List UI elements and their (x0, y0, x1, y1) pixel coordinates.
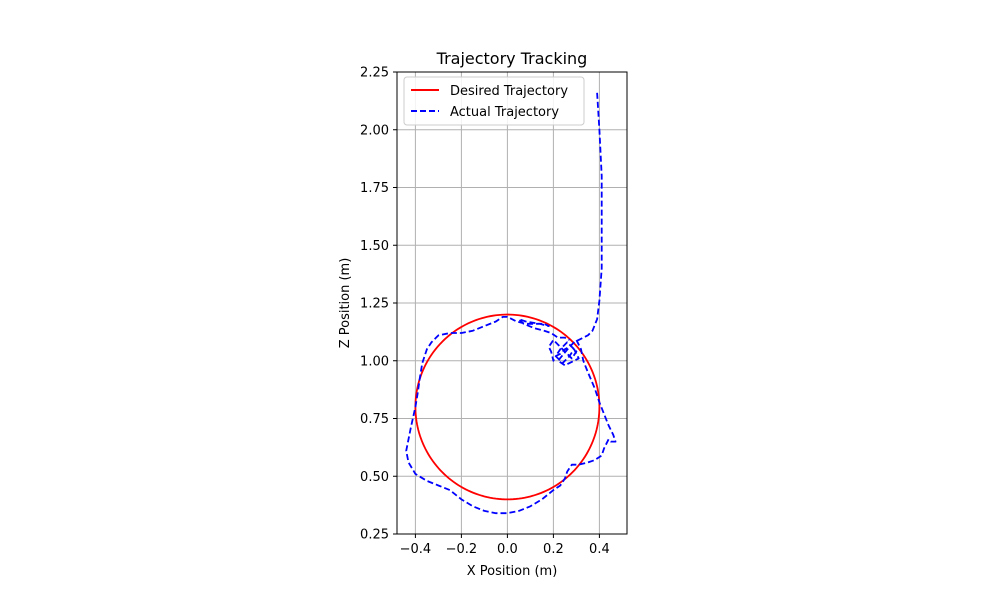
x-tick-label: 0.2 (543, 542, 564, 557)
y-tick-label: 0.75 (360, 412, 389, 427)
legend-box (403, 76, 585, 126)
legend: Desired Trajectory Actual Trajectory (403, 76, 585, 126)
legend-label-desired: Desired Trajectory (450, 84, 568, 99)
y-tick-label: 1.75 (360, 181, 389, 196)
y-tick-label: 0.50 (360, 470, 389, 485)
y-tick-label: 0.25 (360, 528, 389, 543)
y-tick-label: 2.25 (360, 66, 389, 81)
x-axis-label: X Position (m) (467, 564, 558, 579)
x-tick-label: 0.4 (589, 542, 610, 557)
plot-series (405, 92, 617, 515)
x-tick-label: −0.2 (446, 542, 478, 557)
y-tick-label: 1.25 (360, 297, 389, 312)
grid-lines (397, 71, 627, 535)
x-tick-label: −0.4 (400, 542, 432, 557)
chart-title: Trajectory Tracking (436, 49, 588, 68)
x-tick-label: 0.0 (497, 542, 518, 557)
y-tick-label: 1.50 (360, 239, 389, 254)
y-tick-label: 1.00 (360, 354, 389, 369)
y-axis-label: Z Position (m) (338, 258, 353, 349)
legend-label-actual: Actual Trajectory (450, 105, 559, 120)
actual-trajectory-line (405, 92, 617, 515)
axis-ticks: −0.4 −0.2 0.0 0.2 0.4 0.25 0.50 0.75 1.00 1.25 1.5… (360, 66, 610, 558)
y-tick-label: 2.00 (360, 123, 389, 138)
